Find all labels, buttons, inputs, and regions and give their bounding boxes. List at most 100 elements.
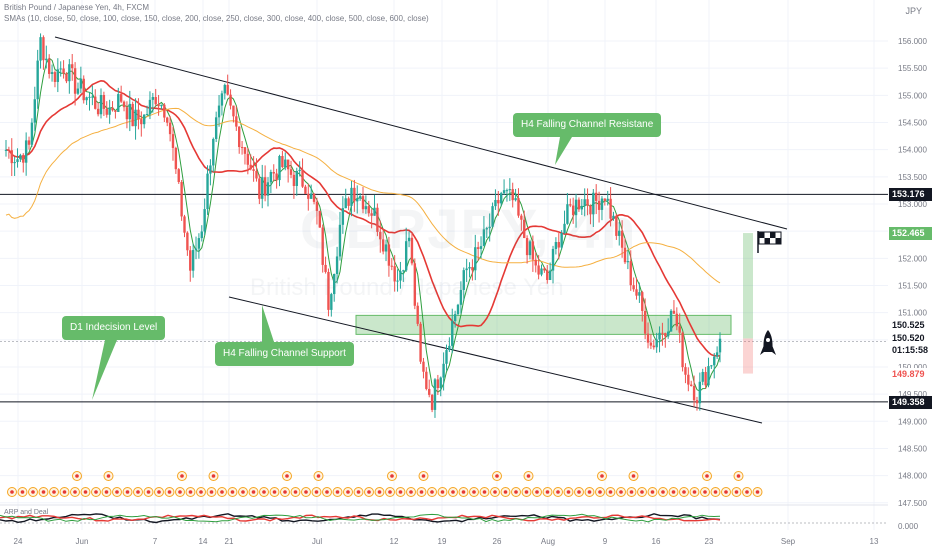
event-flag <box>398 490 403 494</box>
candle-body <box>333 273 336 295</box>
event-flag <box>598 490 602 494</box>
candle-body <box>269 172 273 183</box>
candle-body <box>413 263 417 306</box>
candle-body <box>661 332 664 334</box>
price-axis: 156.000 155.500 155.000 154.500 154.000 153.5… <box>888 0 932 550</box>
event-flag <box>705 474 709 478</box>
price-tag: 153.176 <box>889 188 932 201</box>
candle-body <box>393 266 396 282</box>
event-flag <box>577 490 581 494</box>
symbol-title[interactable]: British Pound / Japanese Yen, 4h, FXCM <box>4 3 149 12</box>
candle-body <box>629 261 632 286</box>
candle-body <box>85 97 88 101</box>
candle-body <box>471 267 474 271</box>
y-tick-label: 152.000 <box>898 254 927 263</box>
candle-body <box>448 345 451 351</box>
event-flag <box>52 490 56 494</box>
candle-body <box>96 108 100 115</box>
candle-body <box>416 305 419 324</box>
candle-body <box>497 199 500 204</box>
candle-body <box>577 199 581 210</box>
candle-body <box>494 199 497 207</box>
y-tick-label: 151.500 <box>898 281 927 290</box>
event-flag <box>692 490 697 494</box>
candle-body <box>304 186 307 194</box>
candle-body <box>531 241 535 260</box>
candle-body <box>583 199 586 206</box>
candle-body <box>335 256 339 274</box>
candle-body <box>551 248 555 271</box>
candle-body <box>364 206 368 210</box>
price-tag: 01:15:58 <box>889 344 932 357</box>
candle-body <box>154 97 157 105</box>
candle-body <box>163 104 166 118</box>
target-zone <box>743 233 753 339</box>
candle-body <box>324 264 327 272</box>
price-tag: 152.465 <box>889 227 932 240</box>
candle-body <box>312 193 316 202</box>
event-flag <box>285 474 289 478</box>
candle-body <box>315 201 319 211</box>
support-callout[interactable]: H4 Falling Channel Support <box>215 342 354 366</box>
candle-body <box>681 332 684 368</box>
economic-events-row <box>7 471 763 497</box>
candle-body <box>684 367 687 375</box>
candle-body <box>356 198 359 202</box>
candle-body <box>361 196 365 210</box>
candle-body <box>131 103 134 127</box>
candle-body <box>174 147 178 170</box>
candle-body <box>7 149 11 151</box>
candle-body <box>246 153 250 165</box>
event-flag <box>451 490 455 494</box>
candle-body <box>353 187 356 202</box>
candle-body <box>309 193 313 199</box>
candle-body <box>718 338 722 353</box>
candle-body <box>108 107 111 115</box>
candle-body <box>402 270 405 272</box>
support-pointer <box>262 305 274 342</box>
candle-body <box>600 198 604 210</box>
callout-pointers <box>92 137 572 400</box>
event-flag <box>106 474 111 478</box>
candle-body <box>53 72 57 82</box>
candle-body <box>45 58 48 61</box>
event-flag <box>146 490 151 494</box>
event-flag <box>421 474 426 478</box>
oscillator-pane: ARP and Deal <box>0 504 888 524</box>
time-axis: 24 Jun 7 14 21 Jul 12 19 26 Aug 9 16 23 Sep 13 <box>0 532 932 550</box>
candle-body <box>520 215 523 220</box>
candle-body <box>692 385 696 401</box>
candle-body <box>71 64 74 69</box>
candle-body <box>623 247 627 263</box>
candle-body <box>488 226 491 229</box>
rocket-fins <box>760 345 776 355</box>
candle-body <box>571 205 575 216</box>
y-tick-label: 153.000 <box>898 200 927 209</box>
event-flag <box>631 474 636 478</box>
event-flag <box>304 490 308 494</box>
resistance-callout[interactable]: H4 Falling Channel Resistane <box>513 113 662 137</box>
y-tick-label: 151.000 <box>898 309 927 318</box>
x-tick-label: 19 <box>438 537 447 546</box>
indicator-legend[interactable]: SMAs (10, close, 50, close, 100, close, … <box>4 14 429 23</box>
candle-body <box>566 204 569 224</box>
candle-body <box>384 244 388 252</box>
candle-body <box>453 314 457 322</box>
candle-body <box>468 267 471 269</box>
event-flag <box>283 490 287 494</box>
candle-body <box>433 379 437 410</box>
d1-callout[interactable]: D1 Indecision Level <box>62 316 166 340</box>
candle-body <box>618 230 621 236</box>
candle-body <box>82 78 85 101</box>
candle-body <box>638 292 641 296</box>
event-flag <box>736 474 741 478</box>
x-tick-label: Jul <box>312 537 322 546</box>
event-flag <box>241 490 245 494</box>
event-flag <box>31 490 35 494</box>
event-flag <box>314 490 319 494</box>
event-flag <box>495 474 499 478</box>
flag-check <box>775 238 781 244</box>
event-flag <box>180 474 184 478</box>
candle-body <box>462 270 465 290</box>
candle-body <box>47 58 51 74</box>
